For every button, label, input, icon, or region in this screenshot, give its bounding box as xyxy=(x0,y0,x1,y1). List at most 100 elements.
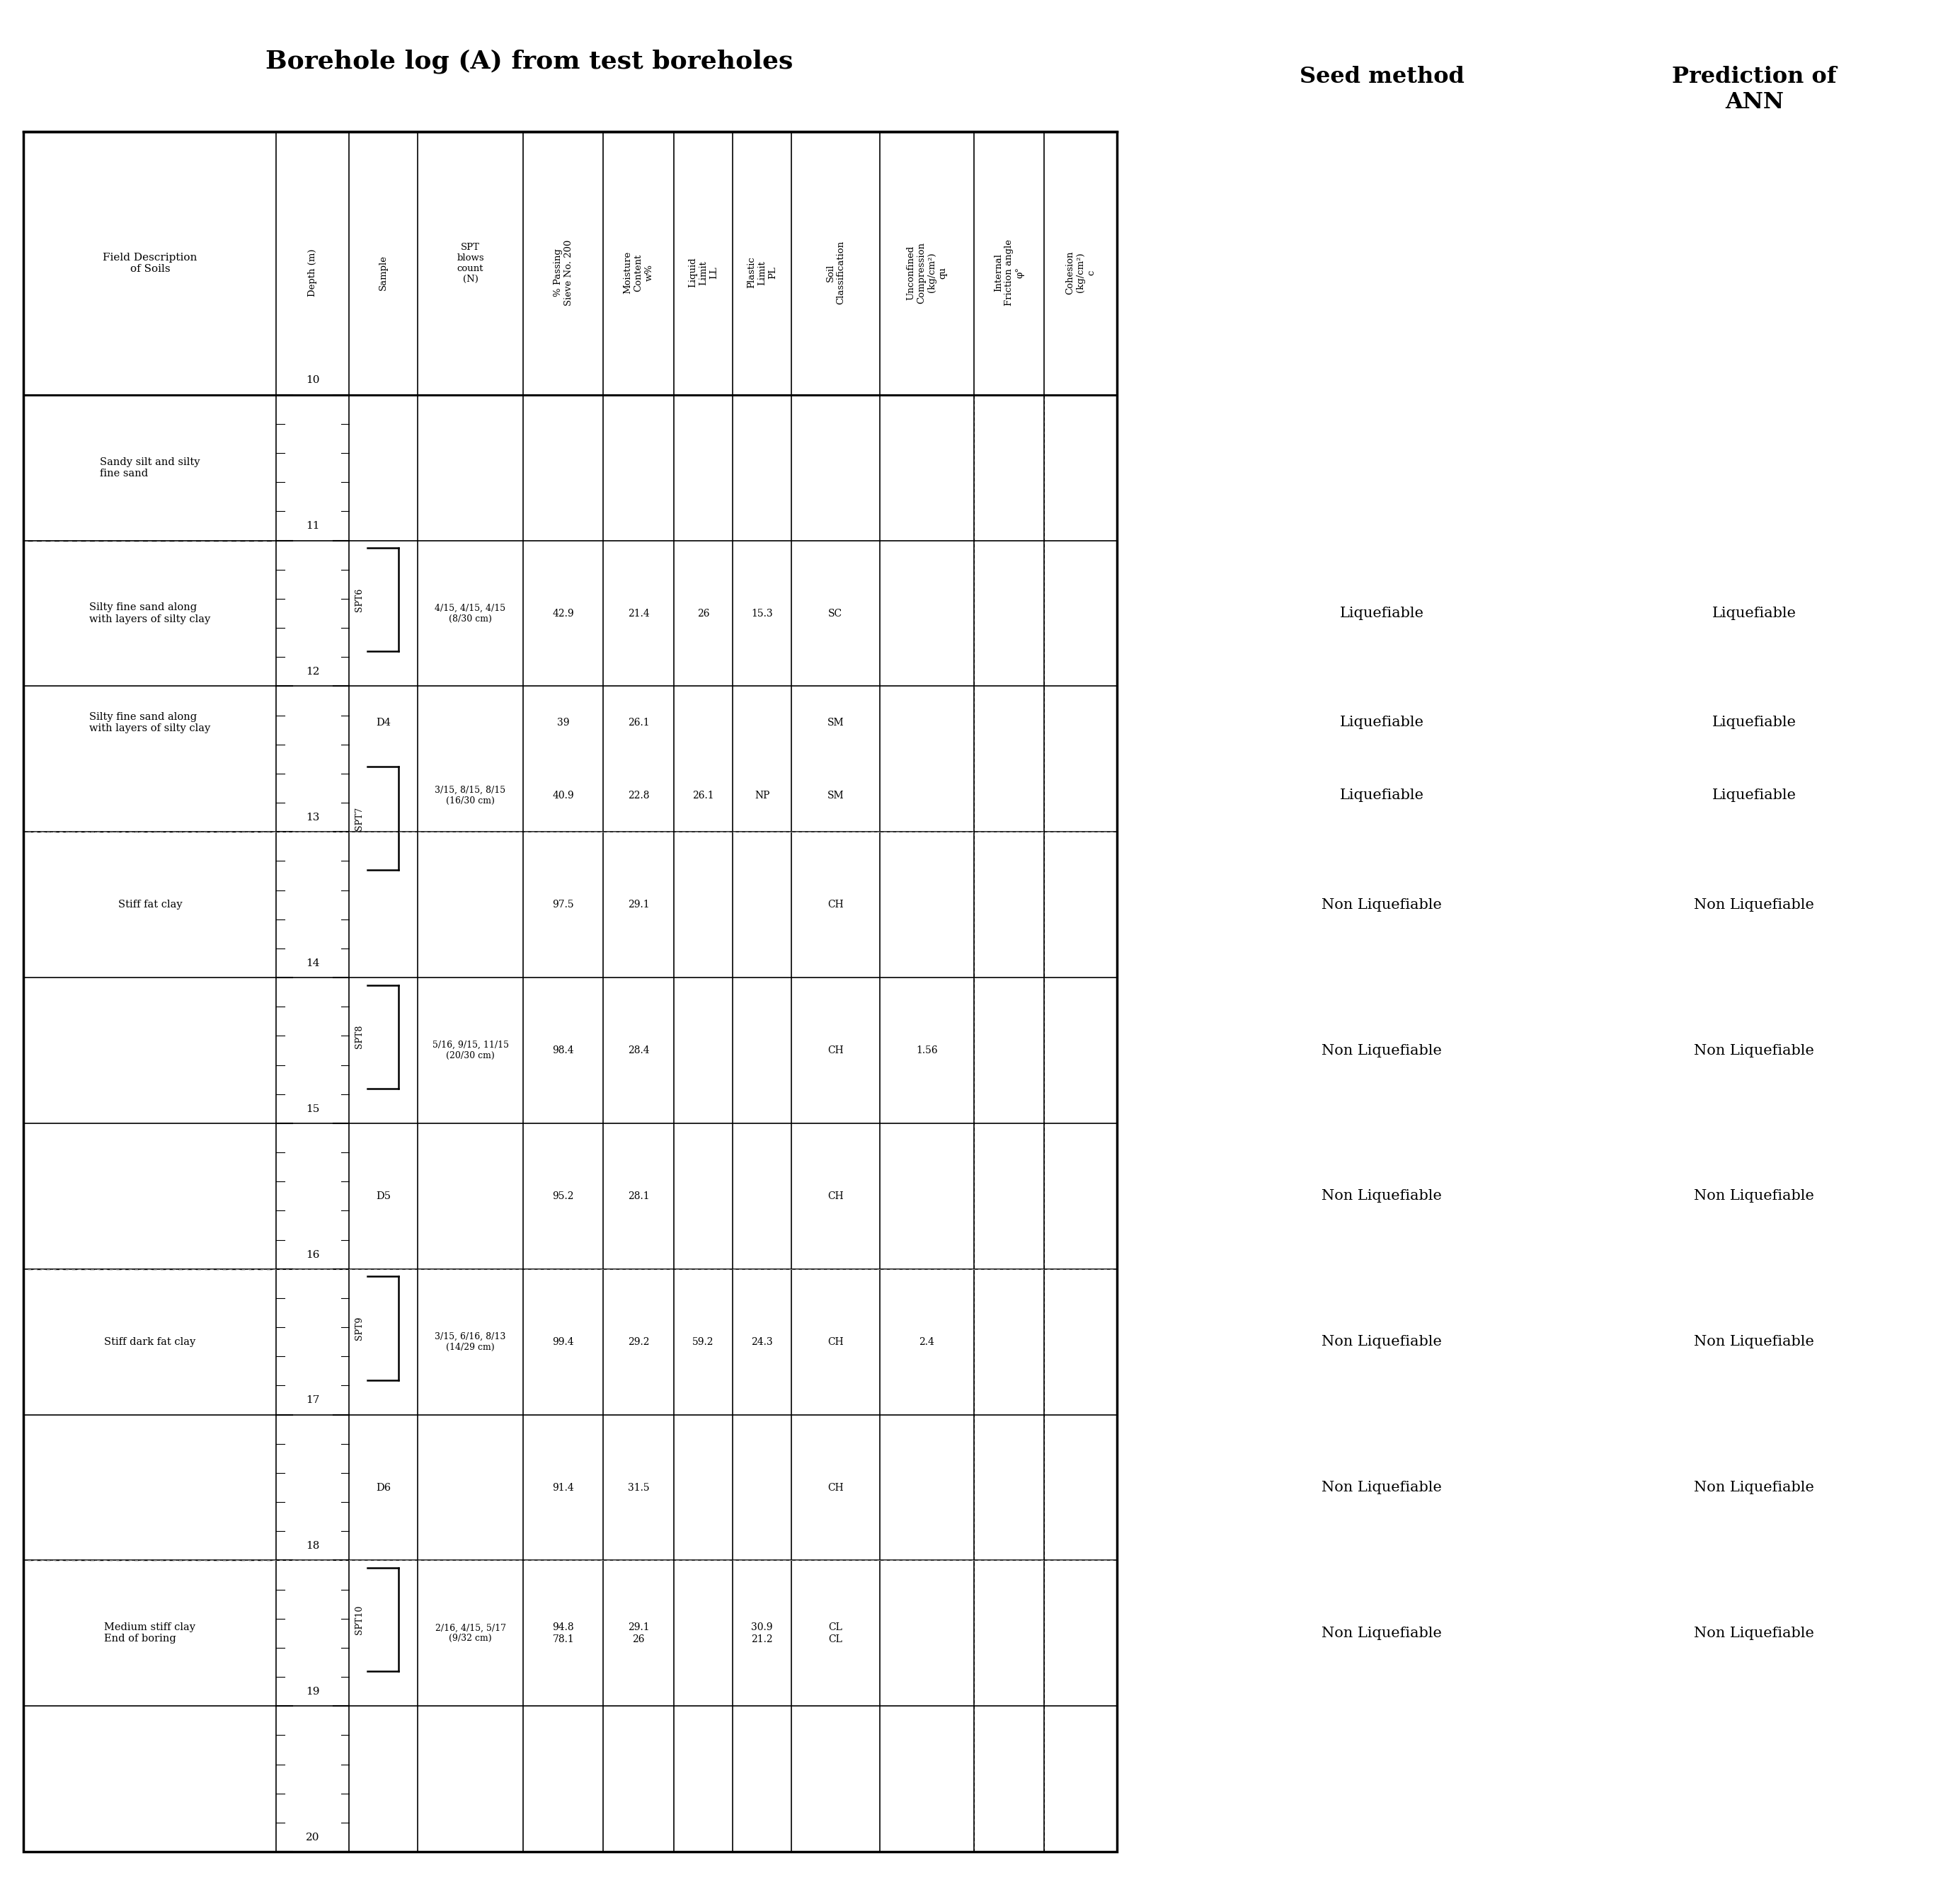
Text: 5/16, 9/15, 11/15
(20/30 cm): 5/16, 9/15, 11/15 (20/30 cm) xyxy=(431,1040,510,1060)
Text: Non Liquefiable: Non Liquefiable xyxy=(1321,1190,1443,1203)
Text: 26: 26 xyxy=(698,609,710,619)
Text: CH: CH xyxy=(827,1192,843,1201)
Text: Liquefiable: Liquefiable xyxy=(1713,790,1795,803)
Text: 30.9
21.2: 30.9 21.2 xyxy=(751,1622,772,1643)
Text: 59.2: 59.2 xyxy=(692,1337,713,1346)
Text: 14: 14 xyxy=(306,959,319,968)
Text: 29.1
26: 29.1 26 xyxy=(627,1622,649,1643)
Text: % Passing
Sieve No. 200: % Passing Sieve No. 200 xyxy=(553,239,572,306)
Text: SM: SM xyxy=(827,790,845,801)
Text: 28.1: 28.1 xyxy=(627,1192,649,1201)
Text: 16: 16 xyxy=(306,1250,319,1260)
Text: 3/15, 8/15, 8/15
(16/30 cm): 3/15, 8/15, 8/15 (16/30 cm) xyxy=(435,786,506,805)
Text: 10: 10 xyxy=(306,376,319,385)
Text: SM: SM xyxy=(827,718,845,728)
Text: 97.5: 97.5 xyxy=(553,901,574,910)
Text: 91.4: 91.4 xyxy=(553,1483,574,1493)
Text: 28.4: 28.4 xyxy=(627,1045,649,1055)
Text: Depth (m): Depth (m) xyxy=(308,248,318,297)
Text: SC: SC xyxy=(829,609,843,619)
Text: CH: CH xyxy=(827,901,843,910)
Text: 99.4: 99.4 xyxy=(553,1337,574,1346)
Text: Sample: Sample xyxy=(378,256,388,290)
Text: SPT7: SPT7 xyxy=(355,807,365,831)
Text: Non Liquefiable: Non Liquefiable xyxy=(1693,899,1815,912)
Text: 98.4: 98.4 xyxy=(553,1045,574,1055)
Text: D5: D5 xyxy=(376,1192,390,1201)
Text: 95.2: 95.2 xyxy=(553,1192,574,1201)
Text: Non Liquefiable: Non Liquefiable xyxy=(1321,899,1443,912)
Text: Non Liquefiable: Non Liquefiable xyxy=(1321,1335,1443,1348)
Text: Cohesion
(kg/cm²)
c: Cohesion (kg/cm²) c xyxy=(1066,250,1096,295)
Text: Non Liquefiable: Non Liquefiable xyxy=(1693,1043,1815,1057)
Text: 26.1: 26.1 xyxy=(692,790,713,801)
Text: Non Liquefiable: Non Liquefiable xyxy=(1321,1043,1443,1057)
Text: 26.1: 26.1 xyxy=(627,718,649,728)
Text: Liquefiable: Liquefiable xyxy=(1341,790,1423,803)
Text: 15: 15 xyxy=(306,1104,319,1113)
Text: 94.8
78.1: 94.8 78.1 xyxy=(553,1622,574,1643)
Text: 13: 13 xyxy=(306,812,319,822)
Text: Non Liquefiable: Non Liquefiable xyxy=(1693,1335,1815,1348)
Text: 18: 18 xyxy=(306,1542,319,1551)
Text: Liquefiable: Liquefiable xyxy=(1341,607,1423,620)
Text: Stiff dark fat clay: Stiff dark fat clay xyxy=(104,1337,196,1346)
Text: 12: 12 xyxy=(306,667,319,677)
Text: Medium stiff clay
End of boring: Medium stiff clay End of boring xyxy=(104,1622,196,1643)
Bar xyxy=(24,132,1117,1852)
Text: Field Description
of Soils: Field Description of Soils xyxy=(102,252,198,274)
Text: Moisture
Content
w%: Moisture Content w% xyxy=(623,252,655,293)
Text: CH: CH xyxy=(827,1483,843,1493)
Text: 17: 17 xyxy=(306,1395,319,1404)
Text: Non Liquefiable: Non Liquefiable xyxy=(1693,1626,1815,1639)
Text: 24.3: 24.3 xyxy=(751,1337,772,1346)
Text: Borehole log (A) from test boreholes: Borehole log (A) from test boreholes xyxy=(265,49,794,73)
Text: CL
CL: CL CL xyxy=(829,1622,843,1643)
Text: CH: CH xyxy=(827,1337,843,1346)
Text: Liquefiable: Liquefiable xyxy=(1713,716,1795,729)
Text: 3/15, 6/16, 8/13
(14/29 cm): 3/15, 6/16, 8/13 (14/29 cm) xyxy=(435,1331,506,1352)
Text: 39: 39 xyxy=(557,718,570,728)
Text: Silty fine sand along
with layers of silty clay: Silty fine sand along with layers of sil… xyxy=(90,603,210,624)
Text: 15.3: 15.3 xyxy=(751,609,772,619)
Text: Sandy silt and silty
fine sand: Sandy silt and silty fine sand xyxy=(100,457,200,478)
Text: Non Liquefiable: Non Liquefiable xyxy=(1321,1626,1443,1639)
Text: 19: 19 xyxy=(306,1686,319,1696)
Text: 20: 20 xyxy=(306,1833,319,1842)
Text: Prediction of
ANN: Prediction of ANN xyxy=(1672,66,1837,113)
Text: Liquid
Limit
LL: Liquid Limit LL xyxy=(688,258,719,288)
Text: 31.5: 31.5 xyxy=(627,1483,649,1493)
Text: Plastic
Limit
PL: Plastic Limit PL xyxy=(747,258,778,288)
Text: SPT9: SPT9 xyxy=(355,1316,365,1340)
Text: NP: NP xyxy=(755,790,770,801)
Text: 29.1: 29.1 xyxy=(627,901,649,910)
Text: 4/15, 4/15, 4/15
(8/30 cm): 4/15, 4/15, 4/15 (8/30 cm) xyxy=(435,603,506,624)
Text: Silty fine sand along
with layers of silty clay: Silty fine sand along with layers of sil… xyxy=(90,713,210,733)
Text: 2.4: 2.4 xyxy=(919,1337,935,1346)
Text: 29.2: 29.2 xyxy=(627,1337,649,1346)
Text: D4: D4 xyxy=(376,718,390,728)
Text: CH: CH xyxy=(827,1045,843,1055)
Text: Non Liquefiable: Non Liquefiable xyxy=(1321,1481,1443,1495)
Text: SPT8: SPT8 xyxy=(355,1025,365,1049)
Text: Liquefiable: Liquefiable xyxy=(1713,607,1795,620)
Text: 11: 11 xyxy=(306,521,319,530)
Text: Seed method: Seed method xyxy=(1299,66,1464,88)
Text: Soil
Classification: Soil Classification xyxy=(825,241,845,305)
Text: SPT6: SPT6 xyxy=(355,588,365,611)
Text: Liquefiable: Liquefiable xyxy=(1341,716,1423,729)
Text: 42.9: 42.9 xyxy=(553,609,574,619)
Text: D6: D6 xyxy=(376,1483,390,1493)
Text: SPT
blows
count
(N): SPT blows count (N) xyxy=(457,243,484,284)
Text: 1.56: 1.56 xyxy=(915,1045,937,1055)
Text: 2/16, 4/15, 5/17
(9/32 cm): 2/16, 4/15, 5/17 (9/32 cm) xyxy=(435,1622,506,1643)
Text: Non Liquefiable: Non Liquefiable xyxy=(1693,1481,1815,1495)
Text: Unconfined
Compression
(kg/cm²)
qu: Unconfined Compression (kg/cm²) qu xyxy=(906,243,947,303)
Text: Non Liquefiable: Non Liquefiable xyxy=(1693,1190,1815,1203)
Text: 40.9: 40.9 xyxy=(553,790,574,801)
Text: SPT10: SPT10 xyxy=(355,1606,365,1634)
Text: Stiff fat clay: Stiff fat clay xyxy=(118,901,182,910)
Text: Internal
Friction angle
φ°: Internal Friction angle φ° xyxy=(994,239,1025,306)
Text: 22.8: 22.8 xyxy=(627,790,649,801)
Text: 21.4: 21.4 xyxy=(627,609,649,619)
